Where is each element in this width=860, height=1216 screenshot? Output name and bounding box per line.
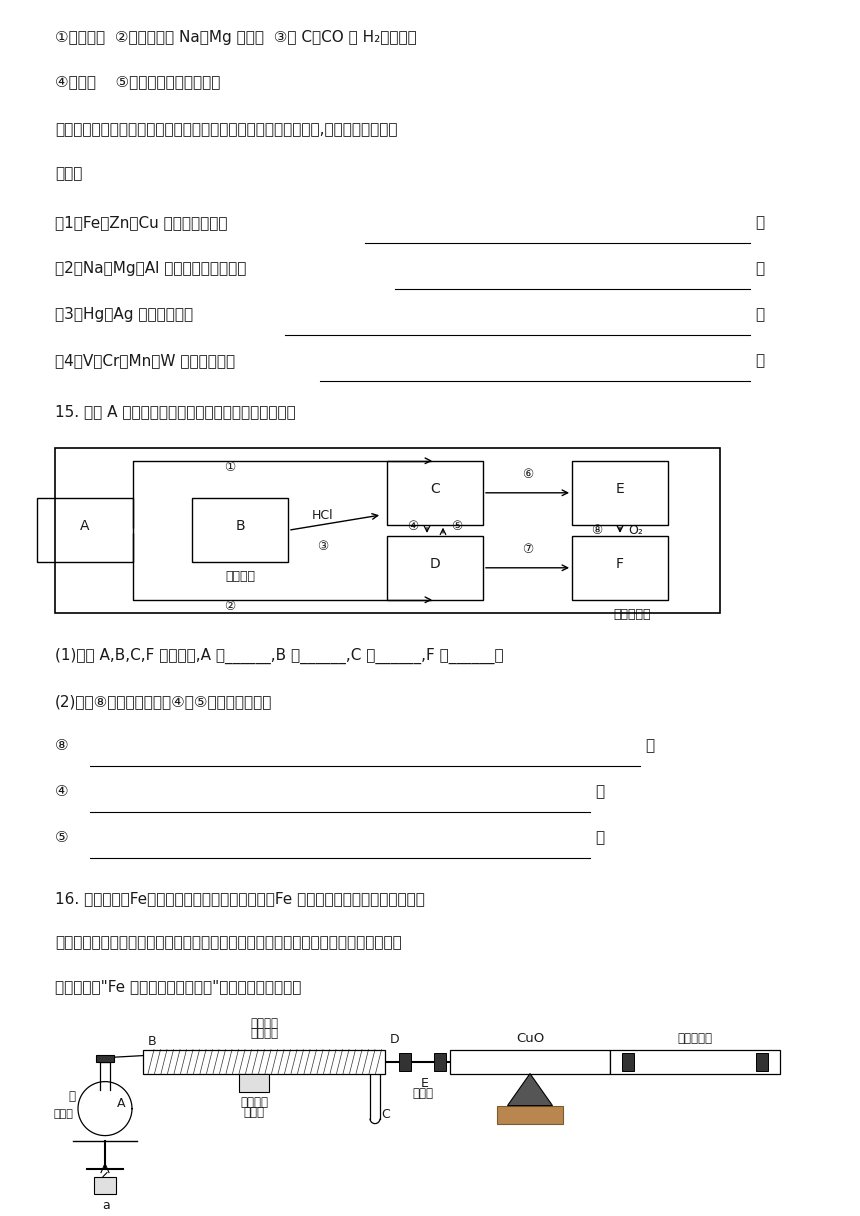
Text: D: D: [430, 557, 440, 570]
Text: 粉和棉绒: 粉和棉绒: [250, 1026, 278, 1040]
Bar: [756, 1053, 768, 1070]
Text: ⑤: ⑤: [55, 831, 69, 845]
Polygon shape: [507, 1074, 552, 1105]
Text: 酒精喷灯: 酒精喷灯: [240, 1096, 268, 1109]
Text: 装置，在硬质玻璃管中放入还原性铁粉和棉绒的混合物，加热，并通入水蒸气，就可以: 装置，在硬质玻璃管中放入还原性铁粉和棉绒的混合物，加热，并通入水蒸气，就可以: [55, 935, 402, 951]
Text: O₂: O₂: [628, 524, 643, 536]
Bar: [399, 1053, 411, 1070]
Bar: [622, 1053, 634, 1070]
Text: ⑤: ⑤: [452, 519, 463, 533]
Text: ⑦: ⑦: [522, 542, 533, 556]
Text: ⑧: ⑧: [55, 738, 69, 753]
Bar: [497, 1105, 562, 1124]
Text: E: E: [616, 482, 624, 496]
Text: D: D: [390, 1032, 400, 1046]
Text: ②: ②: [224, 599, 236, 613]
Text: ④: ④: [55, 784, 69, 799]
Text: C: C: [381, 1108, 390, 1121]
Text: 法）。: 法）。: [55, 167, 83, 181]
Text: C: C: [430, 482, 439, 496]
Text: 红褐色固体: 红褐色固体: [613, 608, 651, 621]
Text: HCl: HCl: [311, 510, 334, 523]
Bar: [572, 536, 668, 599]
Text: 。: 。: [755, 215, 765, 230]
Text: B: B: [235, 519, 245, 534]
Text: (1)确定 A,B,C,F 的化学式,A 为______,B 为______,C 为______,F 为______。: (1)确定 A,B,C,F 的化学式,A 为______,B 为______,C…: [55, 648, 504, 664]
Text: 加强热: 加强热: [243, 1105, 265, 1119]
Text: 碎瓷片: 碎瓷片: [53, 1109, 73, 1119]
Bar: [143, 1049, 385, 1074]
Text: ①热分解法  ②以活泼金属 Na、Mg 等还原  ③以 C、CO 或 H₂做还原剂: ①热分解法 ②以活泼金属 Na、Mg 等还原 ③以 C、CO 或 H₂做还原剂: [55, 30, 417, 45]
Bar: [434, 1053, 446, 1070]
Text: ④电解法    ⑤利用铝热反应原理还原: ④电解法 ⑤利用铝热反应原理还原: [55, 74, 220, 89]
Text: ⑥: ⑥: [522, 468, 533, 480]
Text: A: A: [117, 1097, 126, 1110]
Text: 请将下列金属所采用的最佳冶炼方法填写在相应空白处（填写序号,每项只填写一种方: 请将下列金属所采用的最佳冶炼方法填写在相应空白处（填写序号,每项只填写一种方: [55, 123, 397, 137]
Bar: [192, 499, 288, 562]
Text: 。: 。: [645, 738, 654, 753]
Text: ④: ④: [408, 519, 419, 533]
Text: 。: 。: [755, 261, 765, 276]
Text: (2)写出⑧的化学方程式，④、⑤的离子方程式。: (2)写出⑧的化学方程式，④、⑤的离子方程式。: [55, 694, 273, 709]
Text: A: A: [80, 519, 89, 534]
Text: 15. 已知 A 为常见的金属单质，根据下图所示的关系：: 15. 已知 A 为常见的金属单质，根据下图所示的关系：: [55, 405, 296, 420]
Text: 无水硫酸铜: 无水硫酸铜: [678, 1031, 712, 1045]
Text: （4）V、Cr、Mn、W 等高熔点金属: （4）V、Cr、Mn、W 等高熔点金属: [55, 354, 235, 368]
Text: 。: 。: [595, 784, 604, 799]
Bar: [96, 1054, 114, 1062]
Text: 碱石灰: 碱石灰: [413, 1087, 433, 1099]
Bar: [239, 1074, 269, 1092]
Bar: [610, 1049, 780, 1074]
Text: 。: 。: [755, 354, 765, 368]
Text: ③: ③: [316, 540, 329, 553]
Bar: [450, 1049, 610, 1074]
Text: ①: ①: [224, 461, 236, 474]
Bar: [55, 447, 720, 613]
Text: 。: 。: [595, 831, 604, 845]
Text: （1）Fe、Zn、Cu 等中等活泼金属: （1）Fe、Zn、Cu 等中等活泼金属: [55, 215, 228, 230]
Text: F: F: [616, 557, 624, 570]
Text: ⑧: ⑧: [591, 524, 602, 536]
Text: CuO: CuO: [516, 1031, 544, 1045]
Text: 16. 在常温下，Fe与水并不起反应，但在高温下，Fe 与水蒸气可发生反应。应用下列: 16. 在常温下，Fe与水并不起反应，但在高温下，Fe 与水蒸气可发生反应。应用…: [55, 891, 425, 907]
Text: B: B: [148, 1035, 157, 1048]
Text: （3）Hg、Ag 等不活泼金属: （3）Hg、Ag 等不活泼金属: [55, 308, 194, 322]
Text: 水: 水: [68, 1090, 75, 1103]
Bar: [387, 461, 483, 525]
Text: 还原性铁: 还原性铁: [250, 1017, 278, 1030]
Text: 完成高温下"Fe 与水蒸气的反应实验"。请回答下列问题：: 完成高温下"Fe 与水蒸气的反应实验"。请回答下列问题：: [55, 980, 301, 995]
Text: a: a: [102, 1199, 110, 1211]
Bar: [37, 499, 133, 562]
Bar: [387, 536, 483, 599]
Text: 。: 。: [755, 308, 765, 322]
Bar: [94, 1177, 116, 1194]
Text: E: E: [421, 1076, 429, 1090]
Text: （2）Na、Mg、Al 等活泼或较活泼金属: （2）Na、Mg、Al 等活泼或较活泼金属: [55, 261, 246, 276]
Bar: [572, 461, 668, 525]
Text: 黑色晶体: 黑色晶体: [225, 570, 255, 584]
